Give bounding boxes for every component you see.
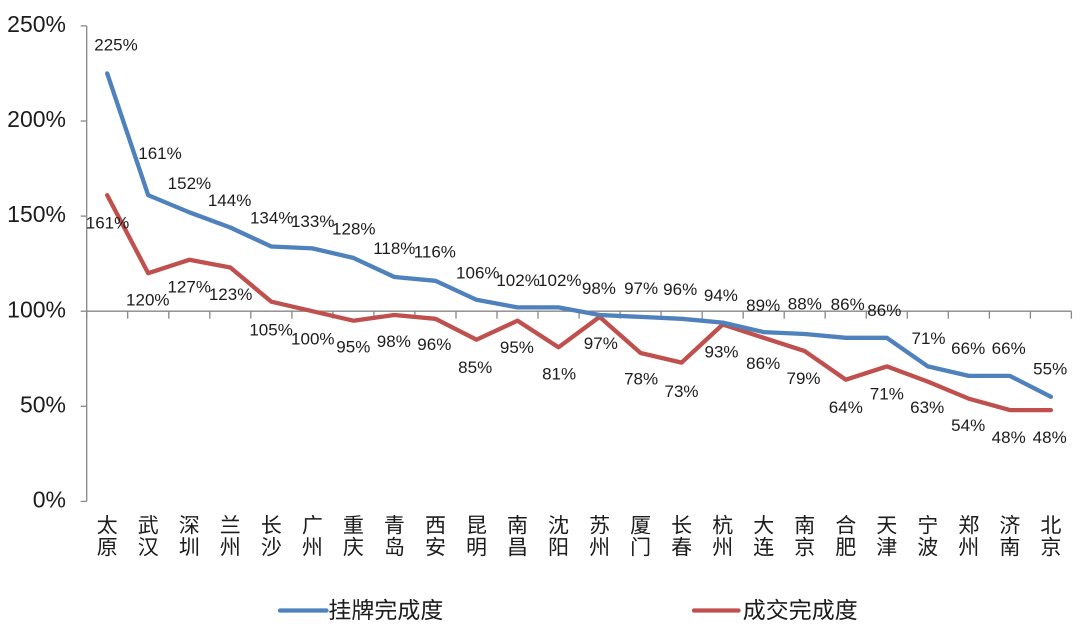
svg-text:102%: 102% (496, 271, 539, 290)
svg-text:71%: 71% (911, 329, 945, 348)
svg-text:116%: 116% (414, 243, 456, 262)
svg-text:128%: 128% (332, 220, 375, 239)
svg-text:66%: 66% (951, 339, 985, 358)
svg-text:48%: 48% (1033, 428, 1067, 447)
svg-text:161%: 161% (86, 213, 129, 232)
svg-text:98%: 98% (582, 279, 616, 298)
svg-text:100%: 100% (291, 330, 334, 349)
svg-text:133%: 133% (291, 212, 334, 231)
svg-text:250%: 250% (7, 11, 66, 37)
svg-text:50%: 50% (20, 391, 66, 417)
svg-text:48%: 48% (992, 428, 1026, 447)
svg-text:123%: 123% (209, 285, 252, 304)
svg-text:102%: 102% (538, 271, 581, 290)
svg-text:0%: 0% (33, 487, 66, 513)
svg-text:225%: 225% (94, 35, 137, 54)
svg-text:86%: 86% (831, 295, 865, 314)
svg-text:161%: 161% (138, 144, 181, 163)
svg-text:127%: 127% (167, 277, 210, 296)
svg-text:100%: 100% (7, 296, 66, 322)
svg-text:88%: 88% (788, 294, 822, 313)
svg-text:63%: 63% (910, 398, 944, 417)
svg-text:79%: 79% (786, 369, 820, 388)
svg-text:71%: 71% (870, 385, 904, 404)
svg-text:94%: 94% (704, 286, 738, 305)
svg-text:66%: 66% (992, 339, 1026, 358)
svg-text:73%: 73% (664, 382, 698, 401)
svg-text:105%: 105% (249, 320, 292, 339)
svg-text:97%: 97% (584, 334, 618, 353)
svg-text:150%: 150% (7, 201, 66, 227)
svg-text:55%: 55% (1033, 360, 1067, 379)
svg-text:144%: 144% (208, 191, 251, 210)
svg-text:97%: 97% (624, 279, 658, 298)
svg-text:93%: 93% (704, 343, 738, 362)
svg-text:81%: 81% (542, 365, 576, 384)
svg-text:95%: 95% (500, 338, 534, 357)
svg-text:78%: 78% (624, 370, 658, 389)
svg-text:118%: 118% (373, 239, 415, 258)
svg-text:95%: 95% (336, 338, 370, 357)
svg-text:96%: 96% (663, 280, 697, 299)
svg-text:152%: 152% (168, 174, 211, 193)
svg-text:86%: 86% (867, 301, 901, 320)
svg-text:120%: 120% (126, 291, 169, 310)
svg-text:134%: 134% (250, 209, 293, 228)
svg-text:96%: 96% (417, 335, 451, 354)
svg-text:64%: 64% (829, 398, 863, 417)
svg-text:85%: 85% (458, 358, 492, 377)
svg-text:89%: 89% (746, 296, 780, 315)
svg-text:98%: 98% (377, 332, 411, 351)
svg-text:86%: 86% (746, 354, 780, 373)
svg-text:54%: 54% (951, 416, 985, 435)
svg-text:200%: 200% (7, 106, 66, 132)
svg-text:106%: 106% (456, 264, 499, 283)
